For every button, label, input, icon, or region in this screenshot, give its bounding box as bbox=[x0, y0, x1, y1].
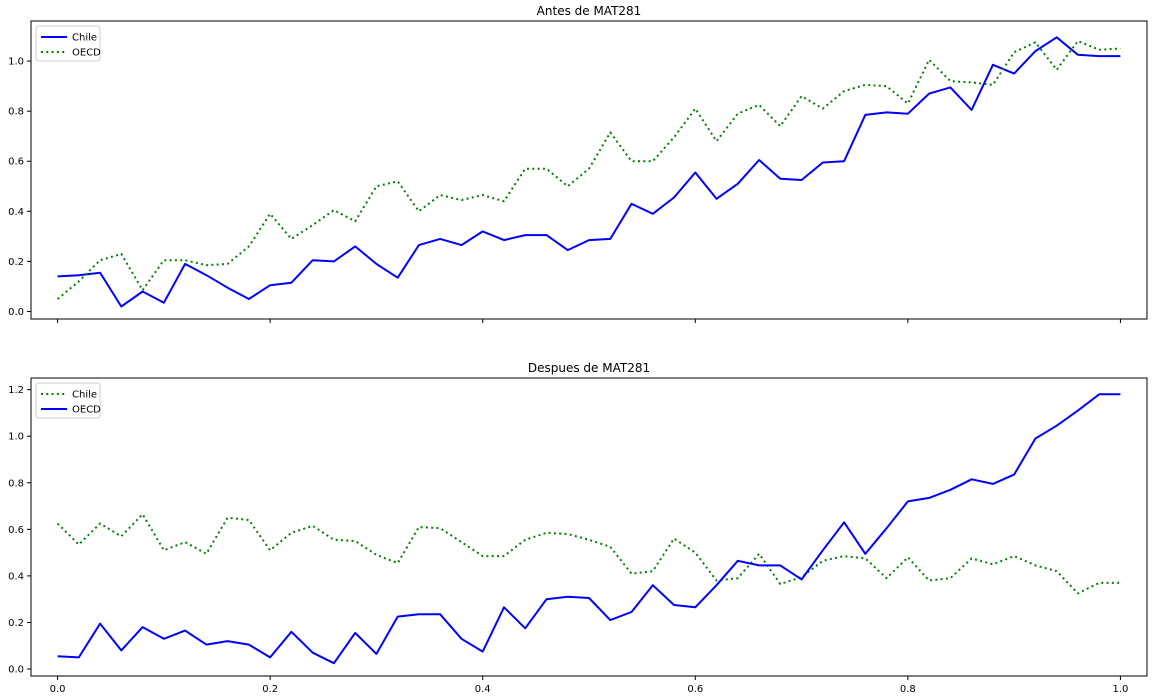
y-tick-label: 0.6 bbox=[8, 157, 24, 168]
y-tick-label: 1.0 bbox=[8, 432, 24, 443]
legend-label-oecd: OECD bbox=[72, 405, 101, 416]
y-tick-label: 0.8 bbox=[8, 478, 24, 489]
y-tick-label: 0.6 bbox=[8, 525, 24, 536]
series-line-chile bbox=[56, 513, 1121, 595]
y-tick-label: 0.2 bbox=[8, 257, 24, 268]
legend-label-chile: Chile bbox=[72, 33, 97, 44]
series-line-chile bbox=[57, 36, 1121, 308]
legend: Chile OECD bbox=[35, 25, 101, 62]
chart-title: Despues de MAT281 bbox=[528, 361, 650, 375]
y-tick-label: 0.0 bbox=[8, 307, 24, 318]
x-tick-label: 0.6 bbox=[687, 684, 703, 695]
legend: Chile OECD bbox=[35, 382, 101, 419]
y-tick-label: 1.2 bbox=[8, 385, 24, 396]
chart-despues: Despues de MAT281 0.0 0.2 0.4 0.6 0.8 1.0 0.0 0.… bbox=[8, 361, 1148, 695]
x-tick-label: 0.0 bbox=[50, 684, 66, 695]
chart-antes: Antes de MAT281 0.0 0.2 0.4 0.6 0.8 1.0 Chile OE… bbox=[8, 4, 1148, 323]
y-tick-label: 0.8 bbox=[8, 107, 24, 118]
series-line-oecd bbox=[57, 393, 1121, 665]
y-tick-label: 0.4 bbox=[8, 207, 24, 218]
series-line-oecd bbox=[56, 40, 1121, 300]
x-tick-label: 0.2 bbox=[262, 684, 278, 695]
plot-frame bbox=[30, 377, 1148, 677]
chart-title: Antes de MAT281 bbox=[537, 4, 642, 18]
x-tick-label: 1.0 bbox=[1112, 684, 1128, 695]
legend-label-chile: Chile bbox=[72, 390, 97, 401]
y-tick-label: 0.0 bbox=[8, 665, 24, 676]
y-tick-label: 0.4 bbox=[8, 571, 24, 582]
y-tick-label: 0.2 bbox=[8, 618, 24, 629]
x-tick-label: 0.8 bbox=[900, 684, 916, 695]
plot-frame bbox=[30, 20, 1148, 320]
legend-label-oecd: OECD bbox=[72, 48, 101, 59]
y-tick-label: 1.0 bbox=[8, 57, 24, 68]
x-tick-label: 0.4 bbox=[475, 684, 491, 695]
